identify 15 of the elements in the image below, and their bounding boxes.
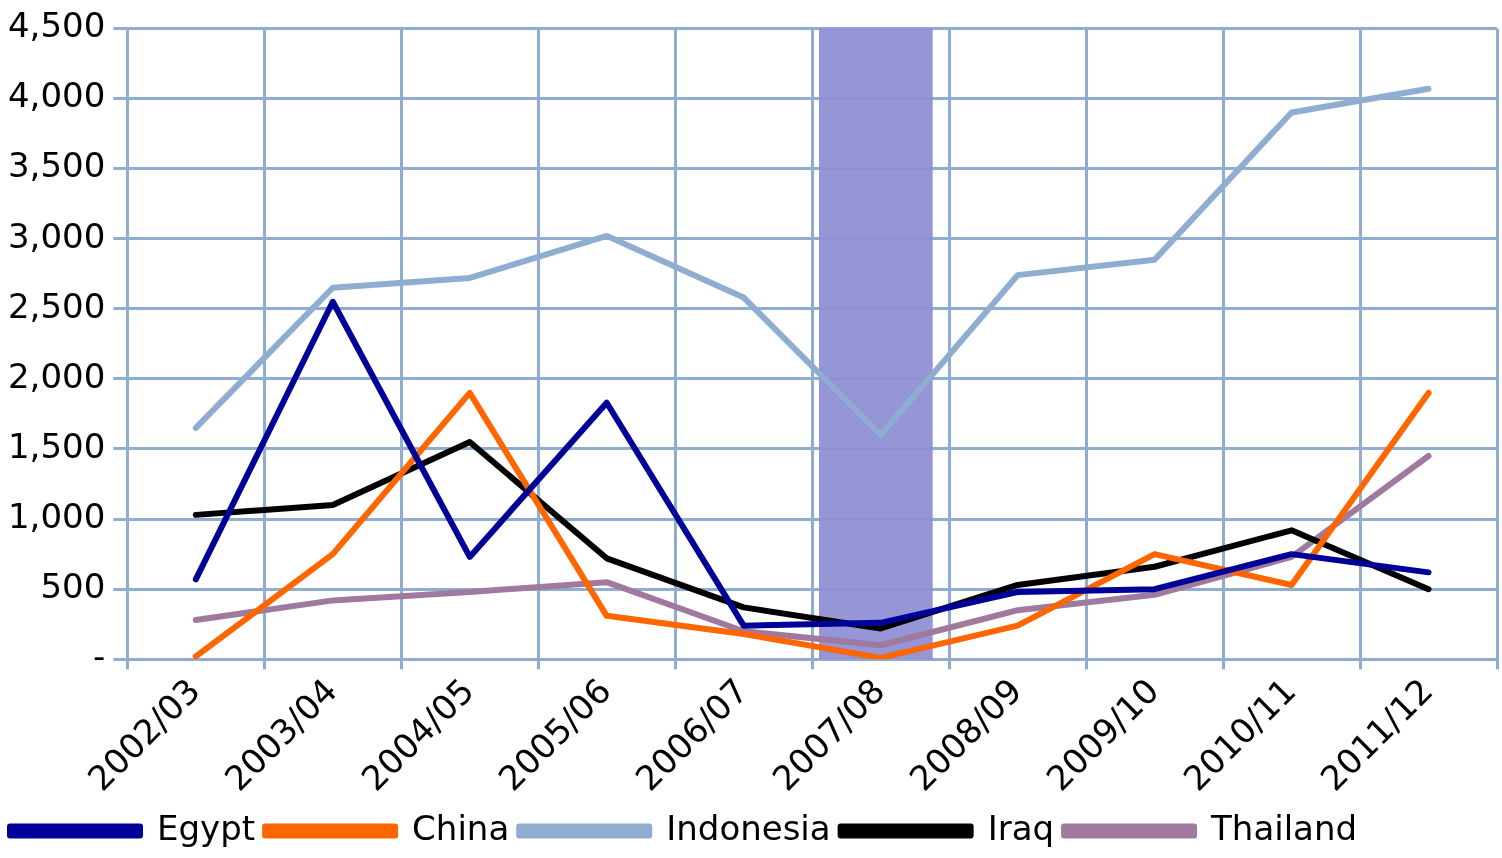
y-tick-label: 2,500 bbox=[7, 285, 106, 326]
y-tick-label: - bbox=[93, 636, 106, 677]
legend-label: Thailand bbox=[1210, 807, 1358, 848]
y-tick-label: 3,500 bbox=[7, 145, 106, 186]
y-tick-label: 3,000 bbox=[7, 215, 106, 256]
y-tick-label: 2,000 bbox=[7, 355, 106, 396]
y-tick-label: 1,000 bbox=[7, 495, 106, 536]
y-tick-label: 4,500 bbox=[7, 5, 106, 46]
legend-label: China bbox=[412, 807, 510, 848]
y-tick-label: 1,500 bbox=[7, 425, 106, 466]
y-tick-label: 500 bbox=[40, 566, 106, 607]
legend-label: Egypt bbox=[157, 807, 256, 848]
legend-label: Indonesia bbox=[666, 807, 831, 848]
y-tick-label: 4,000 bbox=[7, 75, 106, 116]
legend-label: Iraq bbox=[987, 807, 1055, 848]
